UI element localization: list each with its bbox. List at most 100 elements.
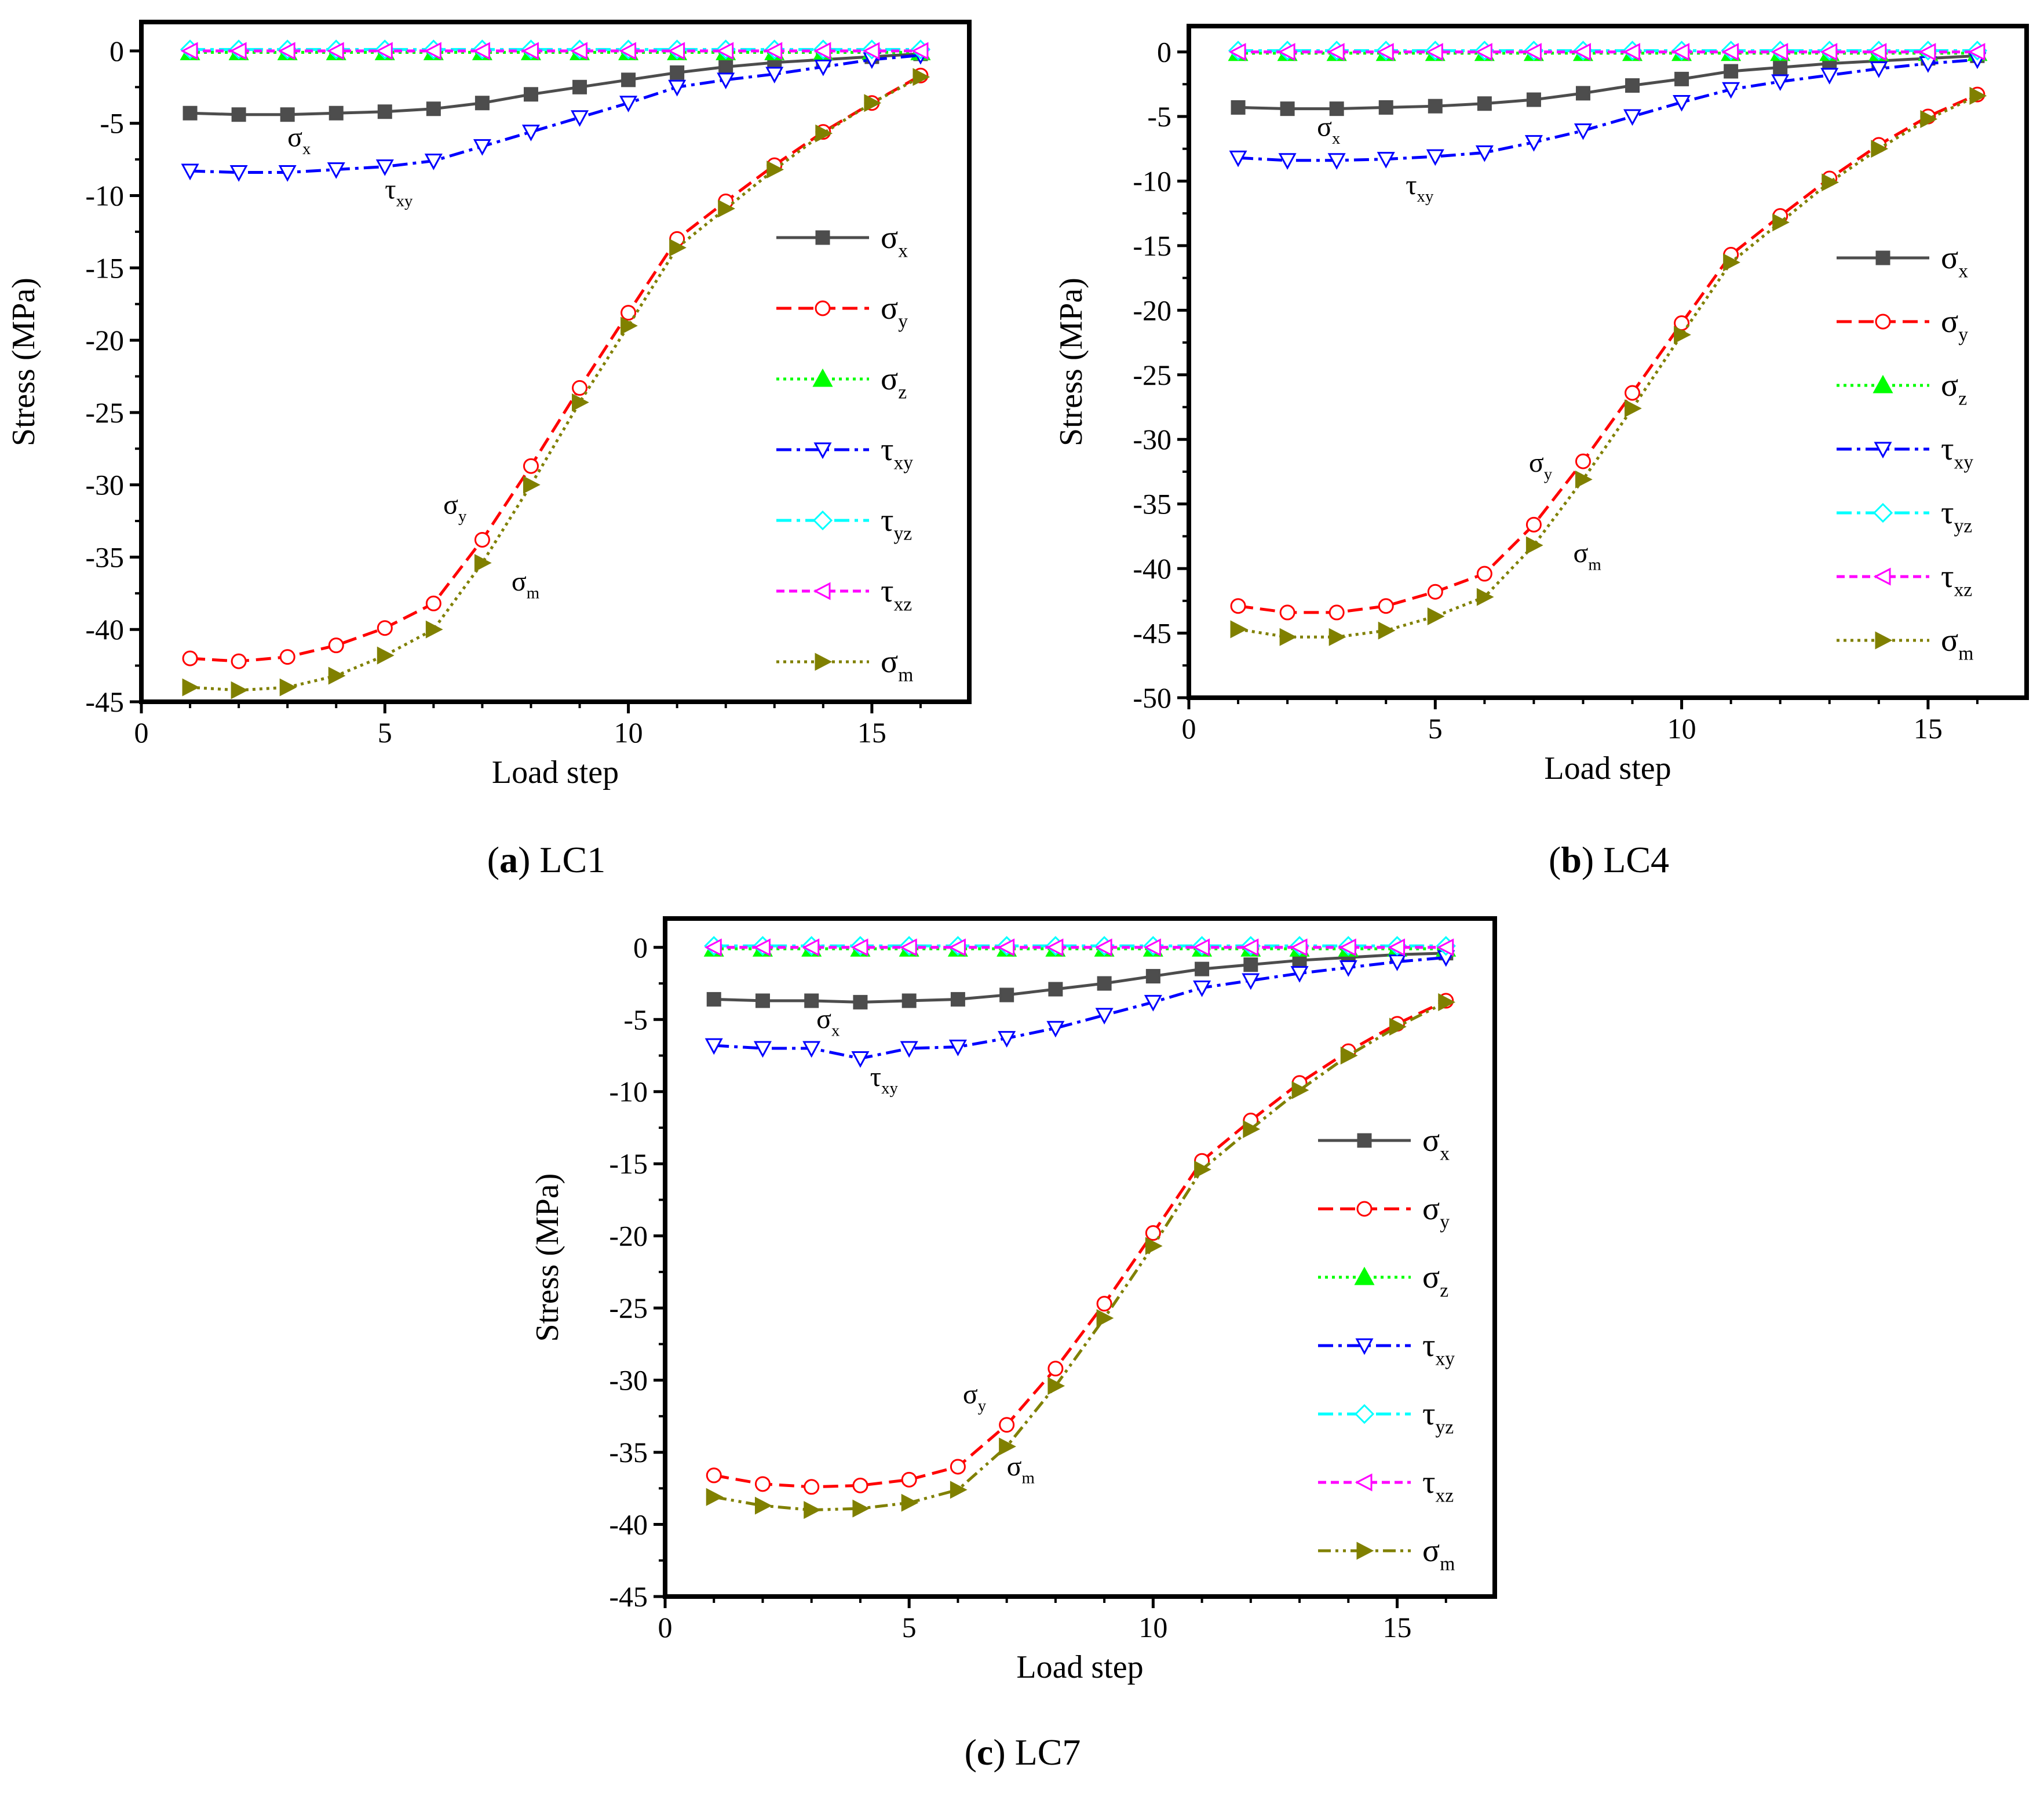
- legend-label-x-sub: x: [1440, 1143, 1450, 1165]
- y-tick-label: -35: [609, 1436, 648, 1468]
- data-point-xy: [998, 1031, 1016, 1048]
- data-point-y: [1096, 1296, 1112, 1312]
- legend-label-z: σz: [1941, 367, 1967, 410]
- legend-label-xz-sub: xz: [1436, 1485, 1454, 1507]
- data-point-m: [1378, 621, 1396, 640]
- legend-label-yz-sub: yz: [1436, 1417, 1454, 1438]
- data-point-x: [1048, 982, 1063, 997]
- x-tick-label: 5: [902, 1611, 917, 1643]
- data-point-m: [279, 678, 297, 697]
- series-xz: [180, 42, 929, 60]
- data-point-y: [950, 1459, 966, 1475]
- data-point-xz: [1228, 43, 1246, 61]
- legend-label-m: σm: [1941, 622, 1973, 665]
- y-tick-label: -15: [1133, 229, 1171, 262]
- y-tick-label: 0: [110, 35, 124, 67]
- data-point-xy: [229, 165, 248, 182]
- data-point-xy: [1771, 74, 1790, 91]
- data-point-xz: [1426, 43, 1443, 61]
- data-point-y: [754, 1476, 771, 1492]
- data-point-xy: [1229, 150, 1247, 167]
- legend-marker-xy: [1874, 442, 1892, 459]
- x-tick-label: 0: [134, 716, 149, 749]
- data-point-m: [1438, 993, 1456, 1011]
- data-point-xy: [717, 72, 735, 89]
- series-xz: [704, 938, 1454, 957]
- data-point-xz: [1672, 43, 1690, 61]
- y-tick-label: -25: [1133, 359, 1171, 391]
- annotation-y-sub: y: [458, 507, 467, 526]
- y-tick-label: -40: [85, 613, 124, 646]
- data-point-m: [1575, 470, 1593, 489]
- data-point-xy: [327, 162, 345, 179]
- legend-label-xz-base: τ: [881, 573, 894, 609]
- legend-label-yz-base: τ: [1422, 1396, 1436, 1432]
- data-point-m: [864, 94, 882, 112]
- y-tick-label: -35: [1133, 488, 1171, 520]
- caption-text: LC1: [539, 839, 605, 880]
- legend-label-xy-sub: xy: [1954, 452, 1974, 473]
- data-point-y: [1378, 598, 1394, 614]
- data-point-m: [669, 238, 687, 257]
- series-y: [1230, 86, 1985, 621]
- legend-label-yz: τyz: [1422, 1396, 1454, 1438]
- data-point-m: [1145, 1237, 1163, 1255]
- legend-label-y: σy: [1941, 304, 1968, 346]
- data-point-x: [1428, 99, 1443, 114]
- data-point-m: [804, 1501, 821, 1519]
- legend-label-xz-base: τ: [1941, 559, 1954, 595]
- y-tick-label: -45: [85, 686, 124, 718]
- data-point-xz: [802, 938, 820, 957]
- y-tick-label: -15: [609, 1147, 648, 1180]
- legend-label-m-base: σ: [1422, 1533, 1440, 1569]
- y-tick-label: -10: [609, 1076, 648, 1108]
- data-point-x: [755, 993, 770, 1008]
- data-point-x: [329, 105, 344, 121]
- data-point-y: [1145, 1225, 1161, 1241]
- data-point-xy: [1574, 123, 1592, 140]
- series-line-y: [189, 74, 922, 663]
- y-axis-label: Stress (MPa): [530, 1173, 565, 1342]
- data-point-xz: [716, 42, 734, 60]
- x-tick-label: 15: [1914, 712, 1943, 745]
- data-point-x: [853, 994, 868, 1009]
- legend-label-xz-sub: xz: [1954, 580, 1973, 601]
- y-tick-label: -15: [85, 252, 124, 284]
- legend-label-xy: τxy: [881, 432, 913, 474]
- data-point-xy: [705, 1038, 723, 1055]
- y-axis-label: Stress (MPa): [1053, 278, 1089, 446]
- data-point-xz: [1968, 43, 1985, 61]
- data-point-m: [1340, 1047, 1358, 1065]
- annotation-y: σy: [443, 490, 467, 526]
- annotation-m-base: σ: [1007, 1451, 1022, 1482]
- legend-label-m-base: σ: [881, 644, 898, 680]
- data-point-y: [901, 1471, 917, 1488]
- data-point-y: [1476, 566, 1492, 582]
- data-point-m: [620, 316, 638, 335]
- series-line-x: [1238, 54, 1978, 111]
- data-point-xz: [180, 42, 198, 60]
- data-point-xz: [424, 42, 441, 60]
- data-point-m: [1871, 140, 1889, 158]
- data-point-xy: [375, 159, 394, 176]
- y-tick-label: -10: [1133, 165, 1171, 197]
- data-point-xz: [278, 42, 295, 60]
- y-tick-label: -25: [85, 396, 124, 429]
- data-point-xz: [1436, 938, 1454, 957]
- legend-label-m-sub: m: [898, 665, 913, 686]
- legend-label-y-base: σ: [1422, 1191, 1440, 1227]
- legend-marker-xy: [1355, 1338, 1374, 1355]
- data-point-xy: [571, 110, 589, 127]
- legend-marker-y: [1875, 314, 1891, 330]
- data-point-xy: [900, 1041, 918, 1058]
- data-point-x: [475, 96, 490, 111]
- data-point-y: [1575, 453, 1591, 469]
- legend-label-yz-sub: yz: [1954, 516, 1973, 537]
- data-point-m: [1230, 620, 1248, 639]
- panel-caption: (c) LC7: [965, 1732, 1081, 1773]
- data-point-xz: [473, 42, 490, 60]
- legend-marker-x: [815, 230, 830, 245]
- series-line-x: [714, 952, 1446, 1004]
- data-point-xz: [375, 42, 393, 60]
